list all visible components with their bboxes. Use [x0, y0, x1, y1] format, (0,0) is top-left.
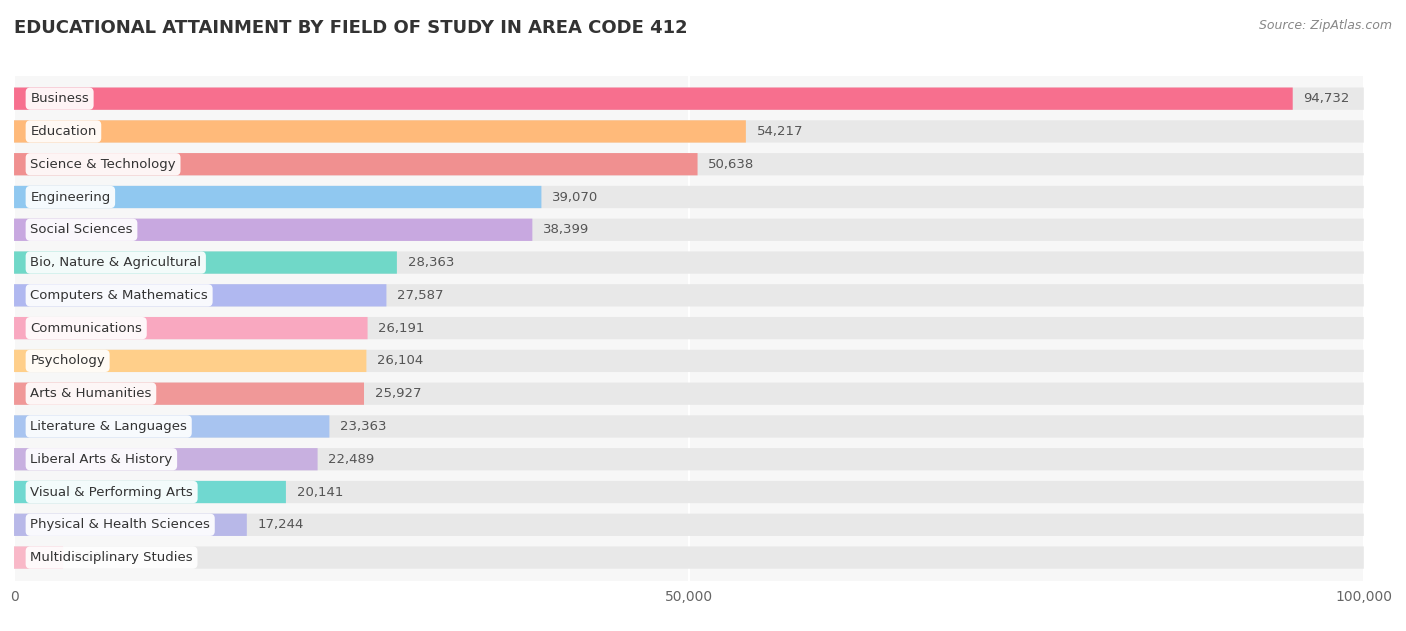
Text: 3,629: 3,629	[75, 551, 111, 564]
FancyBboxPatch shape	[14, 350, 367, 372]
FancyBboxPatch shape	[14, 481, 1364, 503]
Text: Psychology: Psychology	[31, 355, 105, 367]
Text: Engineering: Engineering	[31, 191, 111, 204]
Text: Physical & Health Sciences: Physical & Health Sciences	[31, 518, 209, 531]
FancyBboxPatch shape	[14, 153, 697, 175]
Text: Arts & Humanities: Arts & Humanities	[31, 387, 152, 400]
Text: 26,191: 26,191	[378, 322, 425, 334]
Text: 38,399: 38,399	[543, 223, 589, 236]
Text: 50,638: 50,638	[709, 158, 755, 171]
FancyBboxPatch shape	[14, 186, 541, 208]
FancyBboxPatch shape	[14, 448, 318, 470]
FancyBboxPatch shape	[14, 350, 1364, 372]
FancyBboxPatch shape	[14, 514, 1364, 536]
FancyBboxPatch shape	[14, 218, 1364, 241]
FancyBboxPatch shape	[14, 121, 1364, 143]
FancyBboxPatch shape	[14, 121, 745, 143]
Text: Business: Business	[31, 92, 89, 105]
FancyBboxPatch shape	[14, 382, 1364, 405]
Text: Source: ZipAtlas.com: Source: ZipAtlas.com	[1258, 19, 1392, 32]
FancyBboxPatch shape	[14, 317, 1364, 339]
Text: Science & Technology: Science & Technology	[31, 158, 176, 171]
FancyBboxPatch shape	[14, 546, 63, 569]
Text: 26,104: 26,104	[377, 355, 423, 367]
Text: 28,363: 28,363	[408, 256, 454, 269]
Text: 17,244: 17,244	[257, 518, 304, 531]
FancyBboxPatch shape	[14, 251, 1364, 274]
Text: 27,587: 27,587	[398, 289, 444, 302]
FancyBboxPatch shape	[14, 284, 387, 307]
FancyBboxPatch shape	[14, 415, 329, 438]
Text: EDUCATIONAL ATTAINMENT BY FIELD OF STUDY IN AREA CODE 412: EDUCATIONAL ATTAINMENT BY FIELD OF STUDY…	[14, 19, 688, 37]
FancyBboxPatch shape	[14, 448, 1364, 470]
FancyBboxPatch shape	[14, 415, 1364, 438]
FancyBboxPatch shape	[14, 218, 533, 241]
FancyBboxPatch shape	[14, 251, 396, 274]
Text: Education: Education	[31, 125, 97, 138]
Text: 94,732: 94,732	[1303, 92, 1350, 105]
Text: Literature & Languages: Literature & Languages	[31, 420, 187, 433]
Text: 20,141: 20,141	[297, 485, 343, 498]
FancyBboxPatch shape	[14, 186, 1364, 208]
Text: 39,070: 39,070	[553, 191, 599, 204]
Text: Computers & Mathematics: Computers & Mathematics	[31, 289, 208, 302]
Text: Multidisciplinary Studies: Multidisciplinary Studies	[31, 551, 193, 564]
FancyBboxPatch shape	[14, 382, 364, 405]
Text: Bio, Nature & Agricultural: Bio, Nature & Agricultural	[31, 256, 201, 269]
FancyBboxPatch shape	[14, 153, 1364, 175]
FancyBboxPatch shape	[14, 88, 1292, 110]
FancyBboxPatch shape	[14, 88, 1364, 110]
Text: Visual & Performing Arts: Visual & Performing Arts	[31, 485, 193, 498]
Text: Social Sciences: Social Sciences	[31, 223, 132, 236]
Text: 25,927: 25,927	[375, 387, 422, 400]
FancyBboxPatch shape	[14, 284, 1364, 307]
Text: 23,363: 23,363	[340, 420, 387, 433]
Text: 22,489: 22,489	[329, 452, 374, 466]
FancyBboxPatch shape	[14, 317, 367, 339]
Text: Communications: Communications	[31, 322, 142, 334]
Text: Liberal Arts & History: Liberal Arts & History	[31, 452, 173, 466]
Text: 54,217: 54,217	[756, 125, 803, 138]
FancyBboxPatch shape	[14, 514, 247, 536]
FancyBboxPatch shape	[14, 546, 1364, 569]
FancyBboxPatch shape	[14, 481, 285, 503]
